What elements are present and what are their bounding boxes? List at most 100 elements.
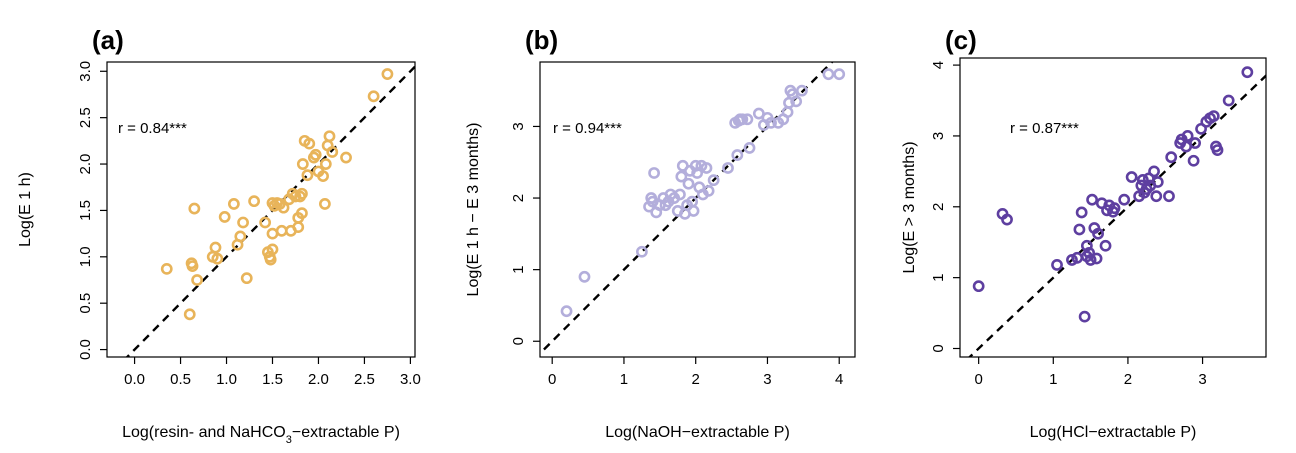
- y-tick-label: 4: [930, 61, 947, 69]
- data-point: [972, 280, 985, 293]
- data-point: [1073, 223, 1086, 236]
- data-point: [323, 130, 336, 143]
- data-point: [648, 167, 660, 179]
- data-point: [318, 198, 331, 210]
- data-point: [266, 227, 279, 240]
- data-point: [560, 305, 573, 318]
- data-point: [1181, 130, 1194, 142]
- data-point: [1051, 258, 1063, 271]
- data-point: [209, 241, 222, 254]
- x-tick-label: 3: [1198, 371, 1206, 388]
- x-tick-label: 2.0: [308, 371, 329, 388]
- data-point: [578, 270, 591, 283]
- x-tick-label: 3.0: [400, 371, 421, 388]
- data-point: [1163, 190, 1175, 203]
- x-tick-label: 2: [1124, 371, 1132, 388]
- data-point: [1084, 254, 1097, 266]
- y-axis-title: Log(E 1 h − E 3 months): [465, 123, 482, 297]
- data-point: [234, 230, 247, 243]
- panel-1: (a) 0.0 0.5 1.0 1.5 2.0 2.5 3.0 0.0 0.5 1.0 1.5 2.0 2…: [17, 25, 421, 446]
- y-tick-label: 1: [930, 273, 947, 281]
- y-tick-label: 3.0: [77, 61, 94, 82]
- data-point: [218, 211, 231, 223]
- y-tick-label: 1.5: [77, 200, 94, 221]
- data-point: [275, 224, 288, 237]
- data-point: [702, 184, 715, 197]
- data-point: [741, 113, 754, 126]
- data-point: [326, 146, 339, 158]
- data-point: [1207, 110, 1220, 122]
- data-point: [687, 205, 700, 217]
- data-point: [1090, 252, 1103, 265]
- data-point: [183, 308, 196, 321]
- data-point: [1222, 94, 1235, 107]
- data-point: [1151, 176, 1164, 188]
- y-axis-title: Log(E > 3 months): [901, 141, 918, 273]
- data-point: [1241, 66, 1254, 79]
- data-point: [191, 274, 204, 286]
- data-point: [1001, 213, 1013, 226]
- y-tick-label: 3: [930, 132, 947, 140]
- data-point: [160, 262, 173, 275]
- data-point: [1125, 171, 1138, 183]
- y-tick-label: 0.0: [77, 339, 94, 360]
- y-tick-label: 1: [510, 265, 527, 273]
- data-point: [1148, 165, 1160, 178]
- plot-frame: [106, 61, 416, 358]
- x-tick-label: 0.5: [170, 371, 191, 388]
- data-point: [277, 201, 290, 214]
- panel-label: (b): [525, 25, 558, 55]
- data-point: [1165, 151, 1178, 164]
- y-tick-label: 0.5: [77, 293, 94, 314]
- plot-frame: [539, 61, 856, 358]
- x-tick-label: 1.5: [262, 371, 283, 388]
- x-axis-title: Log(HCl−extractable P): [1030, 424, 1197, 441]
- data-point: [289, 190, 302, 203]
- x-tick-label: 4: [835, 371, 843, 388]
- data-point: [1136, 173, 1149, 186]
- data-point: [1211, 144, 1224, 157]
- data-point: [303, 137, 316, 150]
- data-point: [743, 142, 756, 154]
- correlation-annotation: r = 0.94***: [553, 120, 622, 137]
- data-point: [675, 170, 688, 183]
- y-tick-label: 2.0: [77, 154, 94, 175]
- data-point: [1086, 193, 1099, 206]
- data-point: [259, 216, 272, 229]
- data-point: [833, 68, 846, 81]
- data-point: [822, 68, 835, 81]
- x-tick-label: 0: [974, 371, 982, 388]
- data-point: [381, 68, 394, 80]
- data-point: [240, 272, 253, 285]
- y-axis-title: Log(E 1 h): [17, 172, 34, 247]
- y-tick-label: 2: [930, 203, 947, 211]
- panel-label: (a): [92, 25, 124, 55]
- data-point: [1080, 239, 1093, 252]
- data-point: [682, 177, 695, 190]
- data-point: [1108, 202, 1121, 215]
- data-point: [1099, 239, 1112, 252]
- y-tick-label: 0: [510, 337, 527, 345]
- data-point: [296, 187, 308, 200]
- data-point: [1187, 154, 1200, 167]
- panel-3: (c) 0 1 2 3 0 1 2 3 4 Log(HCl−extractable P) Log(E …: [901, 25, 1267, 441]
- x-tick-label: 1.0: [216, 371, 237, 388]
- correlation-annotation: r = 0.87***: [1010, 120, 1079, 137]
- data-point: [700, 162, 713, 174]
- x-axis-title: Log(NaOH−extractable P): [605, 424, 790, 441]
- x-tick-label: 0.0: [124, 371, 145, 388]
- data-point: [796, 84, 808, 97]
- data-point: [731, 149, 744, 161]
- x-axis-title: Log(resin- and NaHCO3−extractable P): [122, 424, 400, 446]
- data-point: [317, 170, 329, 183]
- data-point: [635, 245, 648, 258]
- data-point: [790, 95, 803, 108]
- x-tick-label: 1: [1049, 371, 1057, 388]
- data-point: [186, 260, 199, 272]
- data-point: [301, 169, 314, 182]
- data-point: [367, 90, 380, 103]
- data-point: [689, 159, 702, 172]
- y-tick-label: 2: [510, 194, 527, 202]
- panel-2: (b) 0 1 2 3 4 0 1 2 3 Log(NaOH−extractable P) Log(E…: [465, 25, 856, 441]
